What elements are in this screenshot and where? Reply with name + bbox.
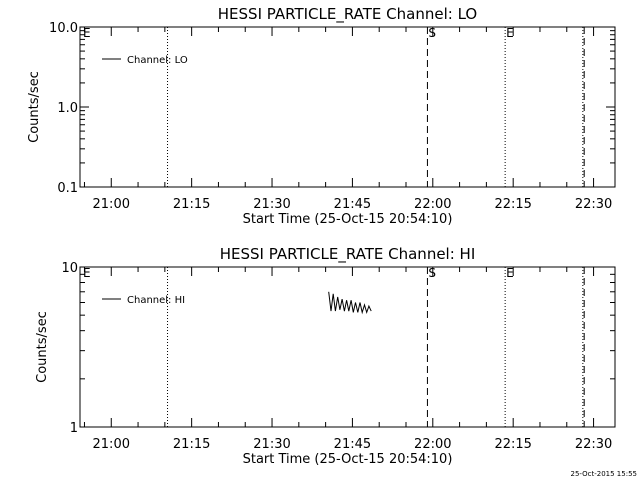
footer-timestamp: 25-Oct-2015 15:55 xyxy=(571,470,637,478)
y-tick-label: 10.0 xyxy=(49,21,78,36)
y-axis-label: Counts/sec xyxy=(35,311,50,383)
event-marker-label: S xyxy=(428,26,436,40)
y-tick-label: 1.0 xyxy=(57,101,78,116)
y-tick-label: 10 xyxy=(61,261,78,276)
event-marker-label: E xyxy=(506,26,514,40)
y-tick-label: 0.1 xyxy=(57,181,78,196)
series-line xyxy=(328,291,372,315)
plot-frame xyxy=(79,266,616,428)
x-tick-label: 21:15 xyxy=(173,437,210,452)
legend-label: Channel: LO xyxy=(127,55,188,66)
x-tick-label: 21:30 xyxy=(253,197,290,212)
chart-panel-2: HESSI PARTICLE_RATE Channel: HI Counts/se… xyxy=(35,245,616,467)
chart-panel-1: HESSI PARTICLE_RATE Channel: LO Counts/se… xyxy=(27,5,616,227)
chart-title: HESSI PARTICLE_RATE Channel: LO xyxy=(218,5,477,24)
legend-label: Channel: HI xyxy=(127,295,185,306)
x-tick-label: 22:30 xyxy=(575,437,612,452)
event-marker-label: E xyxy=(83,26,91,40)
x-axis-label: Start Time (25-Oct-15 20:54:10) xyxy=(243,452,453,467)
x-tick-label: 21:15 xyxy=(173,197,210,212)
x-tick-label: 22:00 xyxy=(414,437,451,452)
y-tick-label: 1 xyxy=(70,421,78,436)
x-axis-label: Start Time (25-Oct-15 20:54:10) xyxy=(243,212,453,227)
x-tick-label: 21:45 xyxy=(334,197,371,212)
x-tick-label: 22:15 xyxy=(494,197,531,212)
event-marker-label: E xyxy=(506,266,514,280)
x-tick-label: 22:30 xyxy=(575,197,612,212)
event-marker-label: E xyxy=(83,266,91,280)
x-tick-label: 22:15 xyxy=(494,437,531,452)
x-tick-label: 21:00 xyxy=(93,197,130,212)
x-tick-label: 21:00 xyxy=(93,437,130,452)
x-tick-label: 21:45 xyxy=(334,437,371,452)
x-tick-label: 22:00 xyxy=(414,197,451,212)
y-axis-label: Counts/sec xyxy=(27,71,42,143)
event-marker-label: S xyxy=(428,266,436,280)
x-tick-label: 21:30 xyxy=(253,437,290,452)
chart-title: HESSI PARTICLE_RATE Channel: HI xyxy=(220,245,476,264)
